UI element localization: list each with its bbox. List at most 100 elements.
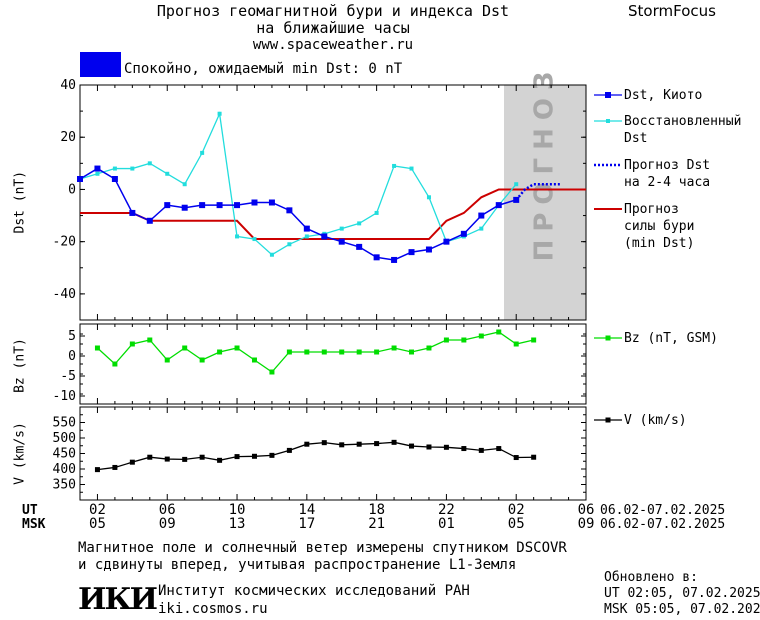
forecast-dst-line [515,182,560,201]
iki-logo: ИКИ [78,582,158,617]
v-point [251,453,257,459]
v-point [496,446,502,452]
dst-kyoto-point [181,204,188,211]
chart-title-line1: Прогноз геомагнитной бури и индекса Dst [156,2,510,20]
x-tick-label-ut: 10 [229,502,246,518]
panel-frame [79,84,587,321]
date-range-ut: 06.02-07.02.2025 [600,503,726,518]
dst-kyoto-point [303,225,310,232]
dst-kyoto-point [268,199,275,206]
bz-point [356,349,362,355]
dst-kyoto-point [356,243,363,250]
restored-dst-point [182,182,187,187]
status-color-swatch [80,52,121,77]
dst-kyoto-line [79,167,517,261]
v-point [129,459,135,465]
institute-name: Институт космических исследований РАН [158,583,470,599]
bz-point [496,329,502,335]
v-point [269,452,275,458]
v-point [409,443,415,449]
v-point [112,464,118,470]
y-tick-label: -10 [53,389,76,404]
dst-kyoto-point [146,217,153,224]
dst-kyoto-point [199,202,206,209]
v-point [426,444,432,450]
status-text: Спокойно, ожидаемый min Dst: 0 nT [124,61,403,77]
legend-bz: Bz (nT, GSM) [624,331,718,346]
bz-point [286,349,292,355]
x-tick-label-ut: 06 [159,502,176,518]
y-tick-label: 20 [60,130,76,145]
restored-dst-point [130,166,135,171]
v-point [374,441,380,447]
restored-dst-point [147,161,152,166]
dst-kyoto-point [408,249,415,256]
legend-dst-kyoto: Dst, Киото [624,88,703,103]
bz-point [147,337,153,343]
v-point [513,455,519,461]
y-tick-label: -40 [53,287,76,302]
x-tick-label-ut: 02 [89,502,106,518]
v-point [234,454,240,460]
x-tick-label-ut: 14 [298,502,315,518]
dst-axis-label: Dst (nT) [12,170,28,234]
restored-dst-point [409,166,414,171]
chart-title-line2: на ближайшие часы [256,19,410,37]
restored-dst-point [357,221,362,226]
x-tick-label-ut: 02 [508,502,525,518]
dst-kyoto-point [216,202,223,209]
v-point [94,467,100,473]
v-point [217,457,223,463]
v-point [391,439,397,445]
x-tick-label-msk: 17 [298,516,315,532]
restored-dst-point [479,226,484,231]
msk-label: MSK [22,517,46,532]
v-point [147,454,153,460]
measurement-note-line2: и сдвинуты вперед, учитывая распростране… [78,557,517,573]
dst-kyoto-point [338,238,345,245]
restored-dst-point [392,163,397,168]
x-tick-label-msk: 05 [89,516,106,532]
v-point [199,454,205,460]
bz-point [112,361,118,367]
v-point [339,442,345,448]
restored-dst-point [269,252,274,257]
bz-point [321,349,327,355]
date-range-msk: 06.02-07.02.2025 [600,517,726,532]
v-point [461,446,467,452]
bz-point [478,333,484,339]
dst-kyoto-point [495,202,502,209]
legend-v-swatch-marker [605,417,611,423]
bz-point [234,345,240,351]
x-tick-label-ut: 22 [438,502,455,518]
y-tick-label: 550 [53,416,76,431]
bz-point [391,345,397,351]
legend-restored-line2: Dst [624,131,648,146]
bz-point [461,337,467,343]
dst-kyoto-point [111,176,118,182]
bz-point [199,357,205,363]
dst-kyoto-point [391,256,398,263]
panel-frame [79,323,587,405]
bz-line [97,331,534,373]
ut-label: UT [22,503,38,518]
restored-dst-point [339,226,344,231]
v-point [164,456,170,462]
legend-dst-swatch-marker [605,92,611,98]
x-tick-label-msk: 01 [438,516,455,532]
y-tick-label: 40 [60,78,76,93]
restored-dst-point [304,234,309,239]
bz-point [304,349,310,355]
y-tick-label: 0 [68,182,76,197]
y-tick-label: 400 [53,462,76,477]
restored-dst-point [287,242,292,247]
institute-site[interactable]: iki.cosmos.ru [158,601,268,617]
site-url: www.spaceweather.ru [252,37,414,53]
legend-bz-swatch-marker [605,335,611,341]
brand-name: StormFocus [628,2,716,20]
x-tick-label-ut: 18 [368,502,385,518]
legend-storm-line3: (min Dst) [624,236,695,251]
restored-dst-point [200,150,205,155]
v-line [97,441,534,471]
restored-dst-point [514,182,519,187]
